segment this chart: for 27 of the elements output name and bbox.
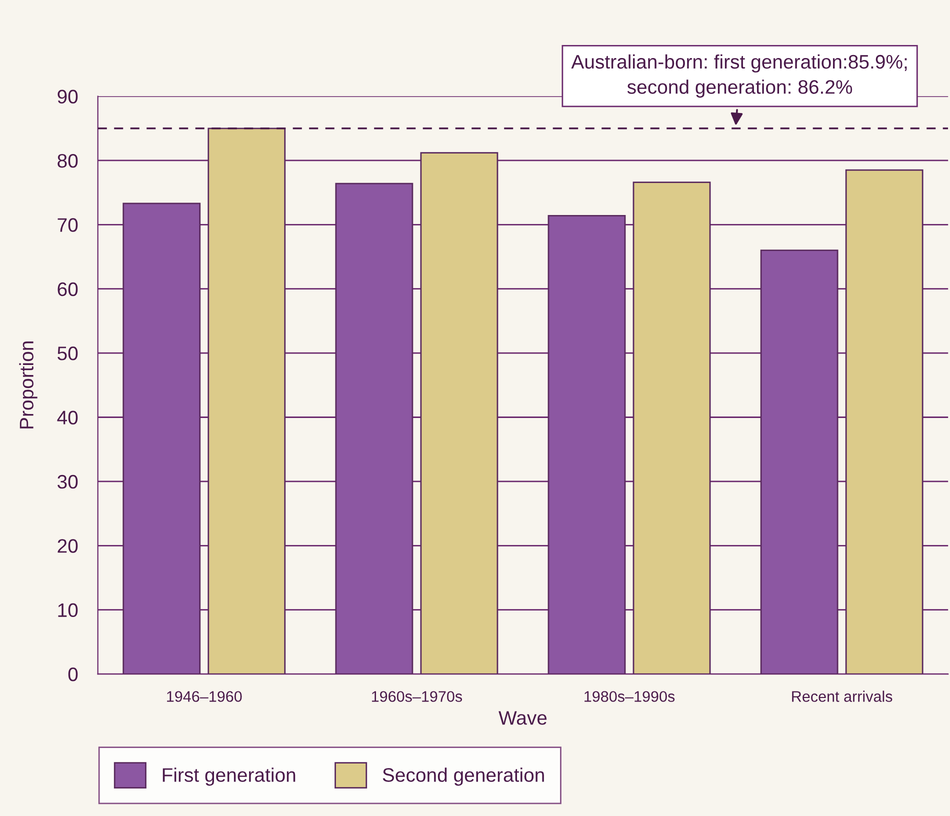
bar (420, 152, 498, 674)
y-axis-title: Proportion (19, 342, 38, 428)
y-tick-label: 80 (58, 154, 78, 168)
bar (122, 202, 201, 674)
x-tick-label: 1980s–1990s (584, 691, 675, 702)
y-tick-label: 10 (58, 603, 78, 618)
bar (760, 250, 838, 674)
bar (335, 182, 414, 674)
bar (548, 214, 626, 674)
y-tick-label: 60 (58, 282, 78, 296)
bar (208, 128, 286, 674)
x-tick-label: 1946–1960 (167, 691, 242, 702)
y-tick-label: 90 (58, 90, 78, 104)
annotation: Australian-born: first generation:85.9%; second generation: 86.2% (571, 54, 907, 98)
y-tick-label: 30 (58, 474, 78, 489)
y-tick-label: 70 (58, 218, 78, 232)
y-tick-label: 40 (57, 410, 78, 424)
legend-label: Second generation (382, 768, 544, 786)
x-axis-title: Wave (498, 711, 547, 725)
legend-label: First generation (162, 768, 296, 786)
bar (632, 182, 711, 674)
x-tick-label: Recent arrivals (792, 690, 892, 702)
y-tick-label: 50 (58, 346, 78, 360)
y-tick-label: 20 (58, 539, 78, 553)
bar (845, 169, 924, 674)
y-tick-label: 0 (68, 667, 78, 682)
x-tick-label: 1960s–1970s (372, 691, 462, 702)
